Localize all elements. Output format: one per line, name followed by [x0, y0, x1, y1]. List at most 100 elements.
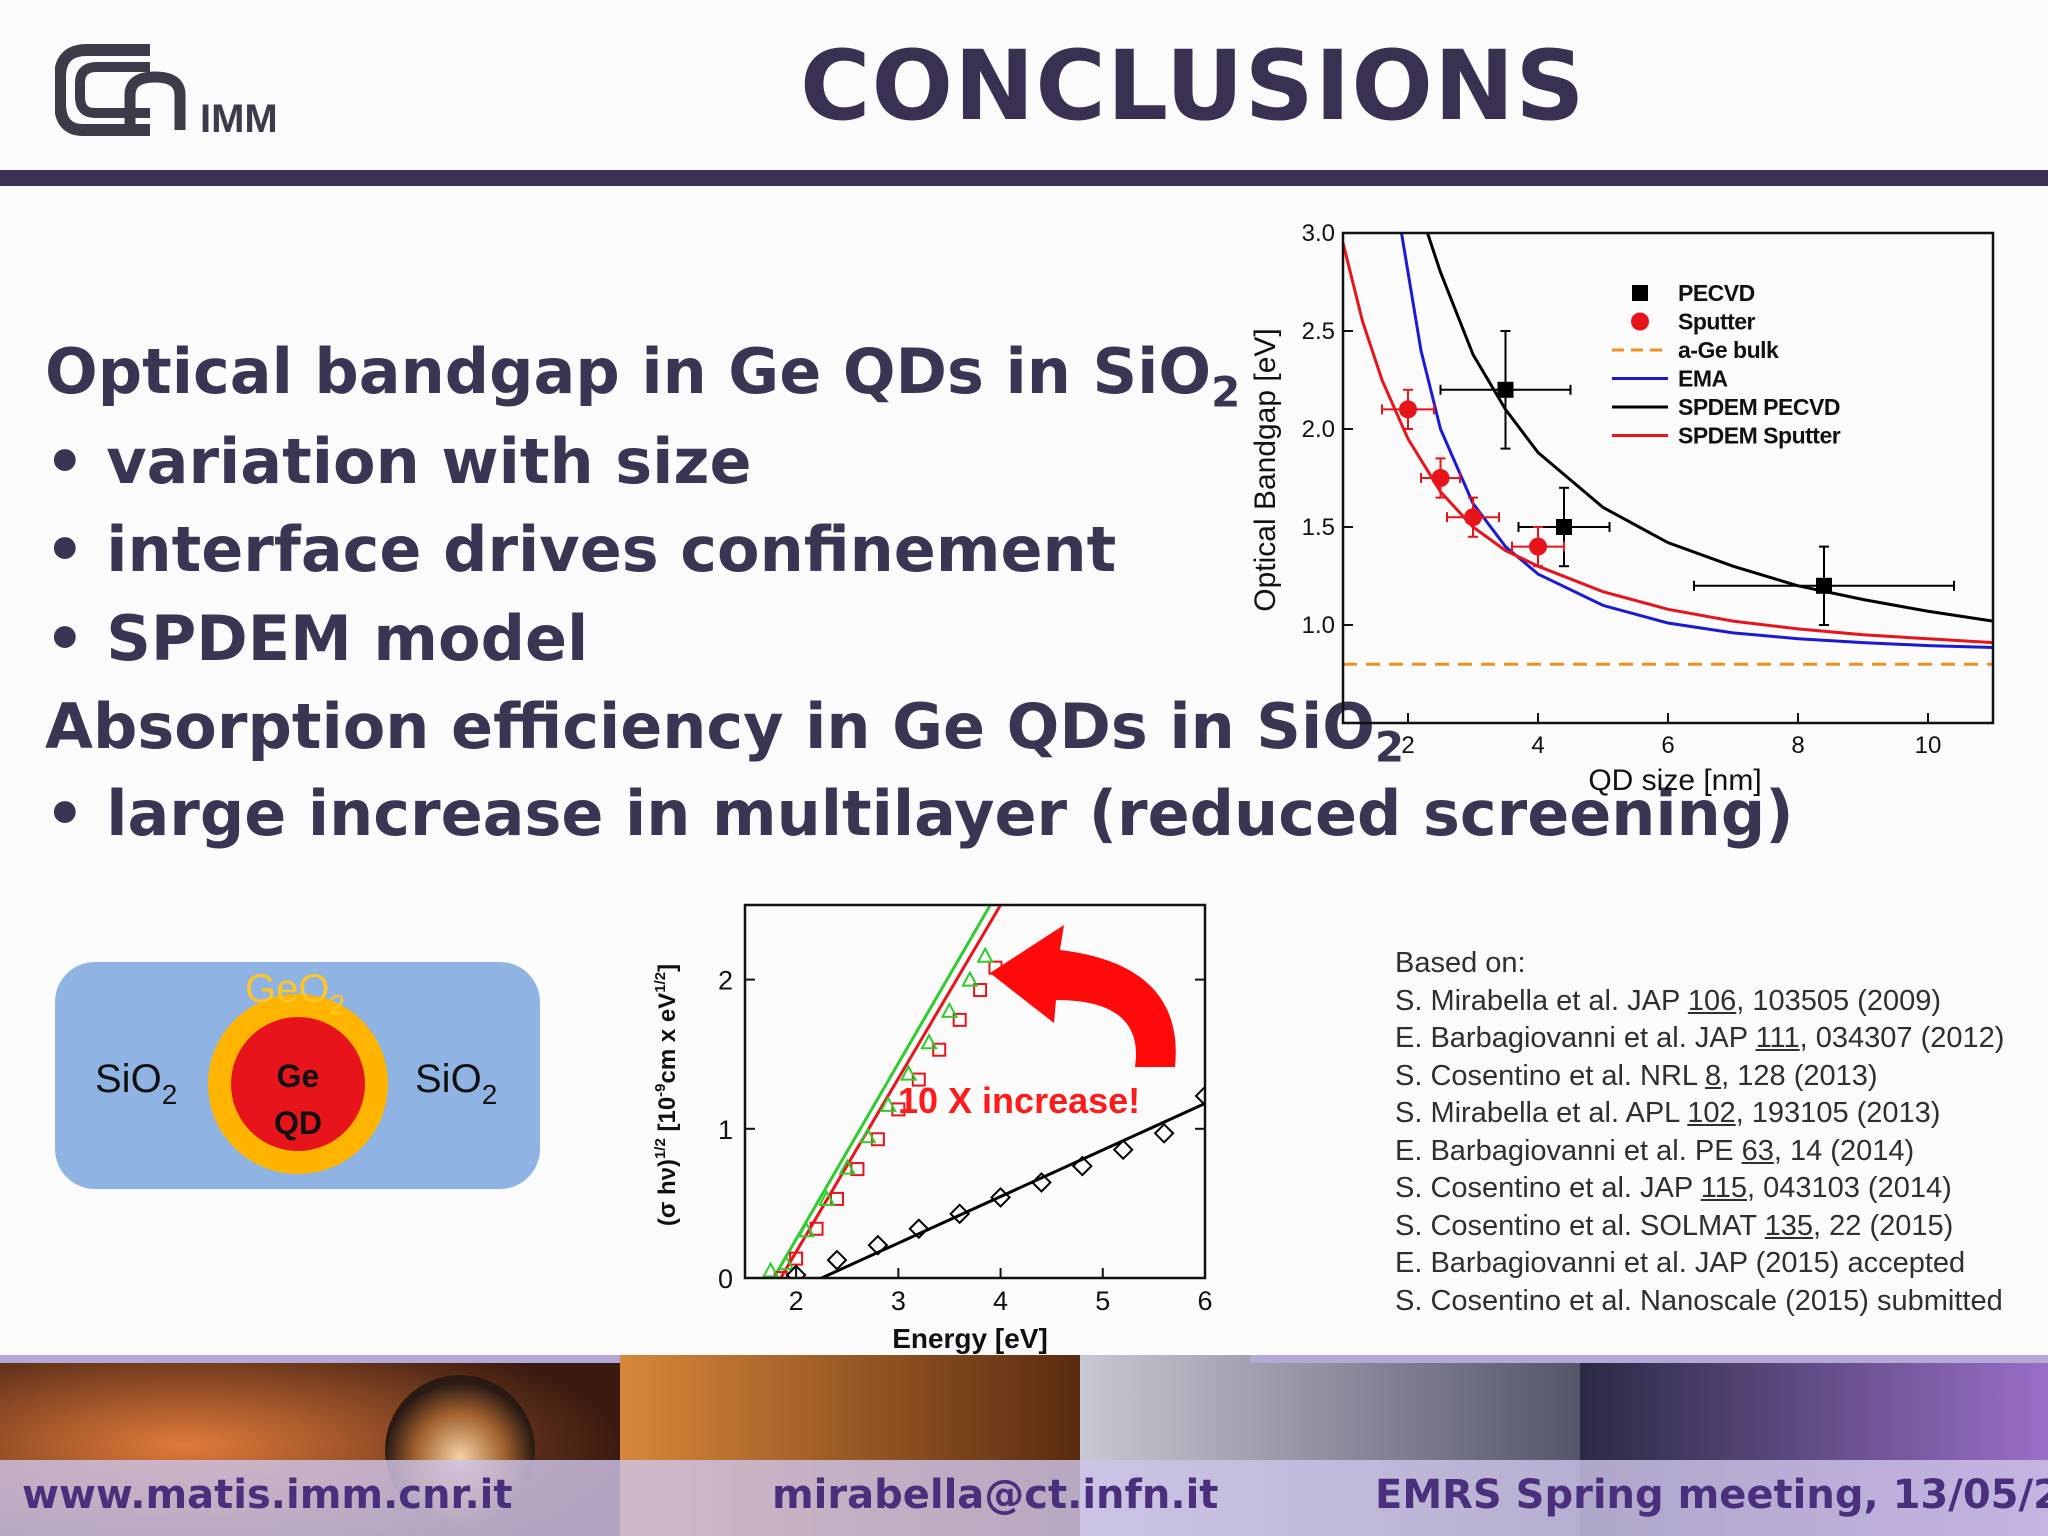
ge-label: Ge	[277, 1058, 320, 1094]
x-tick-label: 10	[1915, 732, 1942, 759]
data-point	[940, 1001, 959, 1018]
footer-band	[0, 1460, 2048, 1536]
footer-email[interactable]: mirabella@ct.infn.it	[772, 1472, 1219, 1518]
data-point	[773, 1271, 788, 1278]
legend-label: EMA	[1678, 366, 1728, 392]
absorption-ylabel: (σ hν)1/2 [10-9cm x eV1/2]	[652, 964, 681, 1226]
reference-item: S. Cosentino et al. NRL 8, 128 (2013)	[1395, 1059, 1878, 1092]
data-point	[777, 1253, 795, 1271]
reference-item: S. Cosentino et al. JAP 115, 043103 (201…	[1395, 1172, 1952, 1204]
y-tick-label: 2.5	[1302, 318, 1335, 345]
data-point	[973, 983, 988, 998]
data-point	[809, 1221, 824, 1236]
footer-website[interactable]: www.matis.imm.cnr.it	[22, 1472, 513, 1518]
reference-item: S. Cosentino et al. SOLMAT 135, 22 (2015…	[1395, 1209, 1954, 1242]
logo-text: IMM	[200, 97, 278, 141]
bullet-line: • large increase in multilayer (reduced …	[45, 777, 1794, 850]
legend-label: SPDEM PECVD	[1678, 394, 1840, 420]
x-tick-label: 5	[1095, 1286, 1110, 1316]
data-point	[1816, 577, 1832, 594]
data-point	[1556, 519, 1572, 535]
bullet-line: Absorption efficiency in Ge QDs in SiO2	[45, 690, 1405, 772]
x-tick-label: 8	[1791, 732, 1804, 759]
data-point	[908, 1218, 930, 1240]
data-point	[1153, 1122, 1175, 1144]
data-point	[932, 1042, 947, 1057]
legend-label: SPDEM Sputter	[1678, 423, 1841, 449]
references-heading: Based on:	[1395, 947, 1526, 979]
data-point	[961, 970, 979, 987]
absorption-chart-ticks: 2 3 4 5 6 0 1 2	[718, 966, 1213, 1316]
bandgap-chart-ticks: 2 4 6 8 10 1.0 1.5 2.0 2.5 3.0	[1302, 220, 1942, 759]
fit-line	[772, 905, 992, 1278]
data-point	[949, 1203, 971, 1225]
increase-arrow	[990, 925, 1176, 1067]
legend-label: Sputter	[1678, 309, 1756, 335]
data-point	[858, 1127, 877, 1144]
bandgap-ylabel: Optical Bandgap [eV]	[1249, 328, 1282, 612]
bandgap-chart: 2 4 6 8 10 1.0 1.5 2.0 2.5 3.0 QD size [nm] Optic…	[1249, 220, 1995, 797]
data-point	[990, 1187, 1011, 1208]
absorption-chart: 2 3 4 5 6 0 1 2 Energy [eV] (σ hν)1/2 [10-9cm x…	[652, 903, 1213, 1354]
reference-item: E. Barbagiovanni et al. JAP (2015) accep…	[1395, 1247, 1966, 1279]
bullet-line: • variation with size	[45, 425, 752, 498]
sio2-left-label: SiO2	[95, 1057, 177, 1110]
increase-annotation: 10 X increase!	[898, 1080, 1140, 1121]
x-tick-label: 3	[891, 1286, 906, 1316]
data-point	[1529, 537, 1547, 556]
legend-marker	[1631, 312, 1649, 331]
x-tick-label: 4	[993, 1286, 1008, 1316]
data-point	[785, 1264, 807, 1278]
bandgap-chart-plot	[1341, 232, 1994, 666]
fit-line	[779, 905, 1002, 1278]
x-tick-label: 2	[1401, 732, 1414, 759]
reference-item: E. Barbagiovanni et al. PE 63, 14 (2014)	[1395, 1134, 1915, 1167]
x-tick-label: 4	[1531, 732, 1544, 759]
data-point	[1071, 1155, 1093, 1177]
data-point	[920, 1033, 938, 1050]
reference-item: S. Cosentino et al. Nanoscale (2015) sub…	[1395, 1284, 2003, 1317]
y-tick-label: 1.0	[1302, 612, 1335, 639]
reference-item: S. Mirabella et al. JAP 106, 103505 (200…	[1395, 984, 1941, 1017]
data-point	[976, 946, 994, 963]
data-point	[867, 1234, 889, 1256]
data-point	[879, 1095, 897, 1112]
y-tick-label: 2.0	[1302, 416, 1335, 443]
geo2-label: GeO2	[245, 967, 345, 1020]
y-tick-label: 1	[718, 1115, 733, 1145]
y-tick-label: 1.5	[1302, 514, 1335, 541]
x-tick-label: 2	[789, 1286, 804, 1316]
sio2-right-label: SiO2	[415, 1057, 497, 1110]
legend-label: PECVD	[1678, 280, 1755, 306]
x-tick-label: 6	[1661, 732, 1674, 759]
model-curve	[1400, 232, 1994, 650]
data-point	[818, 1189, 836, 1206]
data-point	[1031, 1172, 1052, 1193]
legend-label: a-Ge bulk	[1678, 337, 1779, 363]
data-point	[952, 1012, 967, 1027]
absorption-xlabel: Energy [eV]	[892, 1323, 1048, 1354]
ge-core	[231, 1017, 365, 1151]
data-point	[1194, 1085, 1205, 1107]
x-tick-label: 6	[1197, 1286, 1212, 1316]
y-tick-label: 2	[718, 966, 733, 996]
data-point	[1431, 469, 1450, 487]
data-point	[797, 1221, 816, 1238]
title-divider	[0, 170, 2048, 186]
bullet-line: • interface drives confinement	[45, 513, 1117, 586]
absorption-plot-frame	[743, 903, 1207, 1280]
reference-item: E. Barbagiovanni et al. JAP 111, 034307 …	[1395, 1022, 2005, 1054]
bullet-line: • SPDEM model	[45, 602, 589, 675]
data-point	[1399, 400, 1417, 419]
data-point	[761, 1261, 780, 1278]
reference-item: S. Mirabella et al. APL 102, 193105 (201…	[1395, 1097, 1941, 1129]
data-point	[899, 1064, 918, 1081]
fit-line	[821, 1102, 1205, 1278]
qd-diagram: SiO2 SiO2 GeO2 Ge QD	[55, 962, 540, 1189]
bandgap-xlabel: QD size [nm]	[1588, 764, 1761, 797]
data-point	[870, 1132, 885, 1147]
data-point	[1497, 381, 1514, 398]
data-point	[891, 1102, 906, 1117]
cnr-imm-logo: IMM	[54, 35, 315, 145]
